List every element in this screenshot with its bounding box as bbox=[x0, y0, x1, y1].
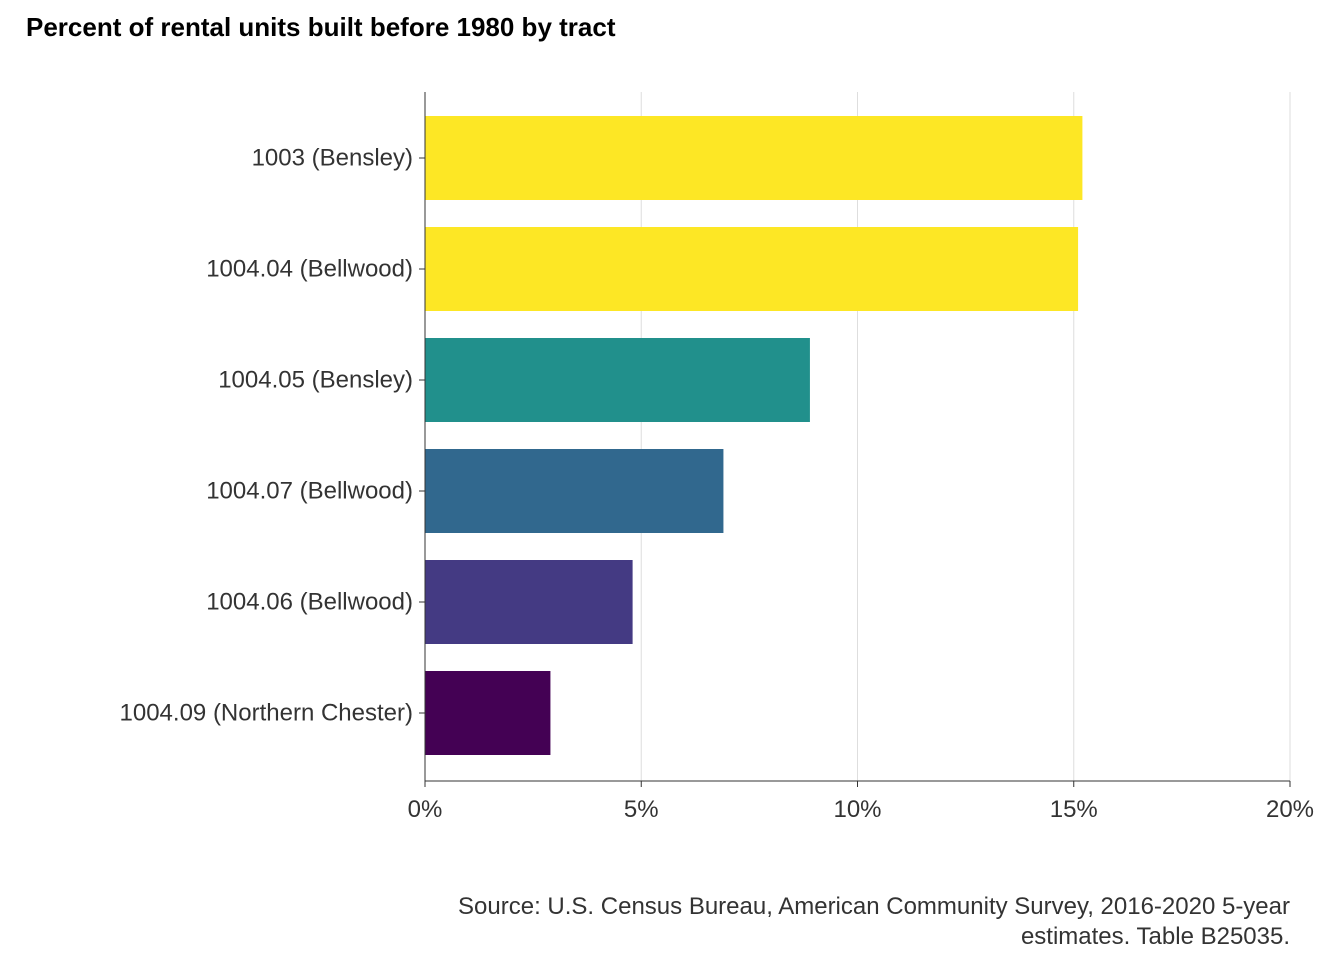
y-tick-label-0: 1003 (Bensley) bbox=[252, 145, 413, 172]
bar-3 bbox=[425, 449, 724, 533]
source-caption-line-2: estimates. Table B25035. bbox=[1020, 923, 1290, 950]
bar-1 bbox=[425, 227, 1079, 311]
y-tick-label-4: 1004.06 (Bellwood) bbox=[206, 589, 413, 616]
bar-5 bbox=[425, 671, 551, 755]
x-tick-label-4: 20% bbox=[1266, 796, 1314, 823]
x-tick-label-2: 10% bbox=[833, 796, 881, 823]
y-tick-label-2: 1004.05 (Bensley) bbox=[218, 367, 413, 394]
x-tick-label-3: 15% bbox=[1050, 796, 1098, 823]
axes: 1003 (Bensley) 1004.04 (Bellwood) 1004.05 … bbox=[120, 92, 1314, 823]
grid-lines bbox=[640, 92, 1291, 781]
bar-0 bbox=[425, 116, 1083, 200]
y-tick-label-3: 1004.07 (Bellwood) bbox=[206, 478, 413, 505]
bar-2 bbox=[425, 338, 810, 422]
chart-title: Percent of rental units built before 198… bbox=[26, 12, 616, 42]
bar-4 bbox=[425, 560, 633, 644]
y-tick-label-5: 1004.09 (Northern Chester) bbox=[120, 700, 413, 727]
bars bbox=[425, 116, 1083, 755]
source-caption: Source: U.S. Census Bureau, American Com… bbox=[458, 892, 1290, 952]
y-tick-label-1: 1004.04 (Bellwood) bbox=[206, 256, 413, 283]
x-tick-label-1: 5% bbox=[624, 796, 659, 823]
source-caption-line-1: Source: U.S. Census Bureau, American Com… bbox=[458, 893, 1290, 920]
x-tick-label-0: 0% bbox=[408, 796, 443, 823]
